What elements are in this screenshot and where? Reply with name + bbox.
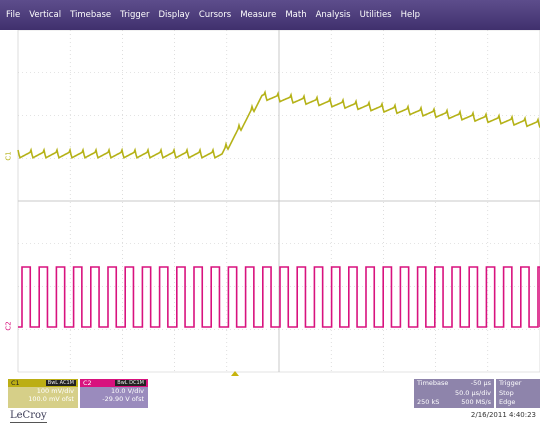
c1-trace-label: C1	[4, 151, 13, 161]
status-bar: C1 BwL AC1M 100 mV/div 100.0 mV ofst C2 …	[0, 377, 540, 410]
menu-bar: File Vertical Timebase Trigger Display C…	[0, 0, 540, 30]
menu-file[interactable]: File	[6, 10, 21, 20]
menu-timebase[interactable]: Timebase	[70, 10, 112, 20]
graticule	[17, 30, 540, 373]
trigger-descriptor-box[interactable]: Trigger Stop Edge	[496, 379, 540, 408]
c1-descriptor-label: C1	[11, 379, 20, 387]
c2-descriptor-box[interactable]: C2 BwL DC1M 10.0 V/div -29.90 V ofst	[80, 379, 148, 408]
timebase-samples: 250 kS	[417, 398, 440, 406]
menu-utilities[interactable]: Utilities	[359, 10, 392, 20]
timebase-title: Timebase	[417, 379, 449, 387]
timebase-scale: 50.0 µs/div	[454, 388, 491, 397]
menu-display[interactable]: Display	[158, 10, 190, 20]
menu-help[interactable]: Help	[400, 10, 420, 20]
c2-trace-label: C2	[4, 321, 13, 331]
trigger-position-marker[interactable]	[231, 371, 239, 376]
menu-vertical[interactable]: Vertical	[29, 10, 62, 20]
menu-math[interactable]: Math	[285, 10, 307, 20]
trigger-type: Edge	[499, 398, 516, 406]
timebase-descriptor-box[interactable]: Timebase -50 µs 50.0 µs/div 250 kS 500 M…	[414, 379, 494, 408]
menu-measure[interactable]: Measure	[240, 10, 277, 20]
c2-offset: -29.90 V ofst	[102, 395, 144, 403]
lecroy-logo: LeCroy	[10, 410, 47, 423]
footer: LeCroy 2/16/2011 4:40:23	[0, 410, 540, 423]
menu-trigger[interactable]: Trigger	[120, 10, 150, 20]
waveform-grid	[17, 30, 540, 373]
c2-scale: 10.0 V/div	[111, 387, 144, 395]
datetime-stamp: 2/16/2011 4:40:23	[470, 411, 536, 419]
trigger-title: Trigger	[499, 379, 522, 387]
trigger-mode: Stop	[499, 388, 514, 397]
c2-descriptor-label: C2	[83, 379, 92, 387]
c2-waveform-trace	[18, 266, 540, 328]
c1-waveform-trace	[17, 89, 540, 160]
waveform-display[interactable]: C1 C2	[0, 30, 540, 376]
timebase-rate: 500 MS/s	[461, 398, 491, 406]
timebase-delay: -50 µs	[470, 379, 491, 387]
c1-descriptor-box[interactable]: C1 BwL AC1M 100 mV/div 100.0 mV ofst	[8, 379, 78, 408]
c1-coupling-tags: BwL AC1M	[45, 380, 76, 386]
c1-scale: 100 mV/div	[36, 387, 74, 395]
menu-analysis[interactable]: Analysis	[315, 10, 351, 20]
menu-cursors[interactable]: Cursors	[198, 10, 232, 20]
c2-coupling-tags: BwL DC1M	[115, 380, 146, 386]
c1-offset: 100.0 mV ofst	[28, 395, 74, 403]
